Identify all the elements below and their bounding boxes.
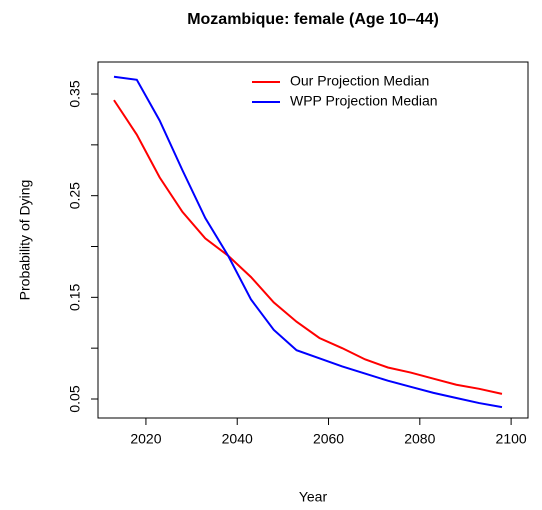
y-axis-label: Probability of Dying [17, 180, 33, 301]
legend-label: WPP Projection Median [290, 93, 438, 109]
plot-box [97, 61, 529, 419]
legend-label: Our Projection Median [290, 73, 429, 89]
x-tick-label: 2040 [222, 431, 253, 447]
y-tick-label: 0.25 [67, 182, 83, 209]
line-series [113, 75, 503, 409]
line-series [113, 99, 503, 395]
x-tick-label: 2060 [313, 431, 344, 447]
x-tick-label: 2100 [496, 431, 527, 447]
y-tick-label: 0.35 [67, 80, 83, 107]
x-tick-label: 2020 [130, 431, 161, 447]
chart-title: Mozambique: female (Age 10–44) [187, 11, 439, 28]
y-tick-label: 0.15 [67, 283, 83, 310]
x-axis-label: Year [299, 489, 328, 505]
y-tick-label: 0.05 [67, 385, 83, 412]
x-tick-label: 2080 [404, 431, 435, 447]
